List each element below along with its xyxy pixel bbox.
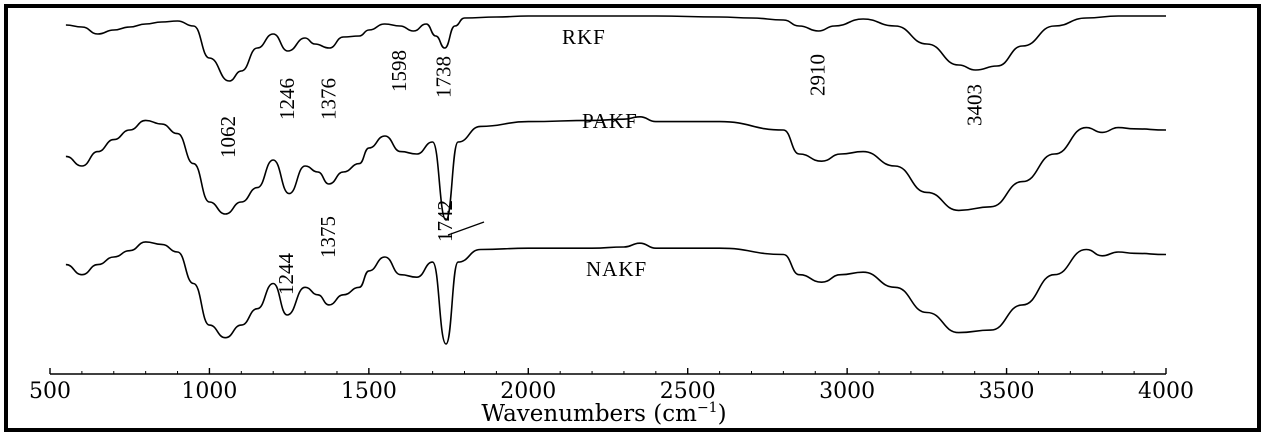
peak-label-2910: 2910 xyxy=(805,54,829,96)
peak-label-1742: 1742 xyxy=(433,200,457,242)
chart-frame: 1062 1246 1376 1598 1738 2910 3403 1742 1244 1375… xyxy=(4,4,1261,432)
x-axis-title-close: ) xyxy=(718,401,727,427)
series-line-nakf xyxy=(65,241,1167,345)
x-tick-label-500: 500 xyxy=(29,379,71,404)
x-tick-label-1000: 1000 xyxy=(181,379,237,404)
series-label-pakf: PAKF xyxy=(582,109,638,133)
peak-label-1244: 1244 xyxy=(274,253,298,296)
x-tick-label-2000: 2000 xyxy=(500,379,556,404)
series-line-pakf xyxy=(65,115,1167,221)
x-tick-label-1500: 1500 xyxy=(341,379,397,404)
spectra-series xyxy=(65,15,1167,345)
x-axis-title: Wavenumbers (cm−1) xyxy=(481,400,726,427)
series-label-rkf: RKF xyxy=(562,25,606,49)
ftir-spectra-chart: 1062 1246 1376 1598 1738 2910 3403 1742 1244 1375… xyxy=(29,15,1194,427)
peak-label-3403: 3403 xyxy=(963,84,987,126)
peak-label-1598: 1598 xyxy=(387,50,411,92)
peak-label-1738: 1738 xyxy=(432,56,456,98)
x-tick-label-3000: 3000 xyxy=(819,379,875,404)
peak-annotations: 1062 1246 1376 1598 1738 2910 3403 1742 1244 1375 xyxy=(216,50,986,295)
x-axis-title-main: Wavenumbers (cm xyxy=(481,401,697,427)
series-label-nakf: NAKF xyxy=(586,257,647,281)
peak-label-1246: 1246 xyxy=(275,78,299,120)
peak-label-1062: 1062 xyxy=(216,116,240,158)
x-axis-ticks: 500 1000 1500 2000 2500 3000 3500 4000 xyxy=(29,368,1194,404)
peak-leader-line xyxy=(447,221,485,236)
peak-label-1376: 1376 xyxy=(316,78,340,120)
series-line-rkf xyxy=(65,15,1166,82)
x-tick-label-4000: 4000 xyxy=(1138,379,1194,404)
x-axis-title-superscript: −1 xyxy=(697,400,718,416)
x-tick-label-2500: 2500 xyxy=(660,379,716,404)
peak-label-1375: 1375 xyxy=(316,216,340,258)
x-tick-label-3500: 3500 xyxy=(979,379,1035,404)
